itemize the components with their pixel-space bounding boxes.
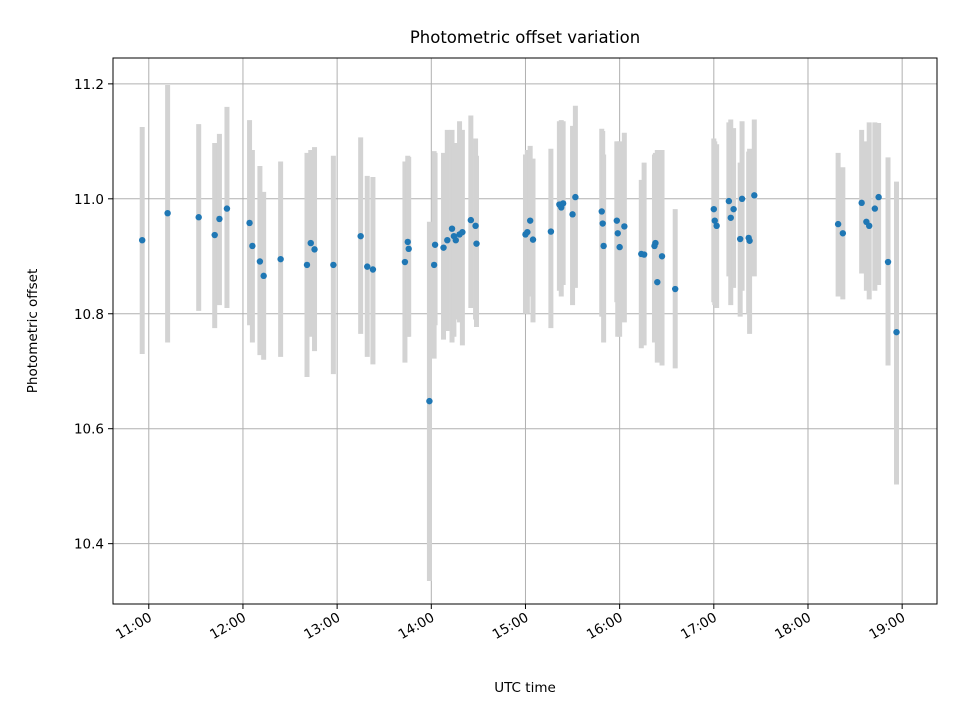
data-point: [452, 236, 459, 244]
y-tick-label: 11.0: [74, 192, 104, 208]
y-tick-label: 10.4: [74, 537, 104, 553]
data-point: [672, 285, 679, 293]
data-point: [725, 197, 733, 205]
data-point: [524, 228, 531, 236]
data-point: [431, 241, 439, 248]
data-point: [164, 209, 171, 217]
data-point: [260, 272, 267, 280]
x-axis-label: UTC time: [494, 680, 556, 696]
data-points: [138, 192, 900, 405]
y-axis-label: Photometric offset: [25, 269, 41, 393]
data-point: [526, 217, 534, 224]
data-point: [448, 225, 456, 232]
data-point: [865, 222, 873, 230]
data-point: [303, 261, 311, 269]
data-point: [256, 258, 264, 265]
data-point: [311, 246, 318, 253]
data-point: [711, 217, 718, 224]
y-axis-ticks: 10.4 10.6 10.8 11.0 11.2: [74, 77, 113, 553]
data-point: [834, 220, 842, 228]
data-point: [875, 193, 882, 201]
data-point: [430, 261, 438, 269]
data-point: [138, 236, 146, 244]
data-point: [652, 239, 659, 247]
data-point: [277, 255, 284, 263]
data-point: [871, 205, 879, 212]
data-point: [223, 205, 231, 212]
data-point: [858, 199, 865, 207]
data-point: [472, 222, 479, 230]
data-point: [547, 228, 555, 235]
data-point: [658, 253, 666, 260]
data-point: [730, 205, 737, 213]
y-tick-label: 10.6: [74, 422, 104, 438]
data-point: [249, 242, 256, 250]
data-point: [195, 214, 202, 221]
data-point: [307, 239, 314, 247]
data-point: [569, 211, 576, 218]
data-point: [640, 251, 648, 258]
data-point: [529, 236, 537, 243]
data-point: [404, 238, 411, 246]
data-point: [616, 243, 623, 251]
data-point: [459, 228, 466, 236]
data-point: [751, 192, 758, 199]
data-point: [246, 219, 253, 227]
y-tick-label: 10.8: [74, 307, 104, 323]
data-point: [598, 208, 605, 215]
data-point: [559, 200, 567, 207]
data-point: [614, 230, 621, 237]
data-point: [654, 278, 661, 286]
data-point: [440, 244, 447, 251]
data-point: [713, 222, 720, 230]
data-point: [746, 237, 753, 244]
y-tick-label: 11.2: [74, 77, 104, 93]
data-point: [893, 328, 900, 336]
data-point: [710, 205, 718, 213]
data-point: [600, 242, 607, 250]
grid: [113, 58, 937, 604]
data-point: [369, 266, 377, 273]
data-point: [613, 217, 621, 224]
data-point: [467, 216, 475, 224]
data-point: [738, 195, 746, 203]
data-point: [216, 215, 223, 223]
data-point: [572, 193, 579, 201]
data-point: [405, 245, 412, 253]
data-point: [727, 214, 734, 221]
data-point: [839, 230, 847, 237]
data-point: [599, 220, 606, 227]
data-point: [621, 223, 628, 230]
data-point: [473, 240, 480, 247]
data-point: [211, 231, 218, 239]
data-point: [426, 397, 433, 405]
chart-title: Photometric offset variation: [410, 28, 640, 47]
data-point: [330, 261, 337, 269]
data-point: [444, 236, 451, 244]
data-point: [357, 232, 364, 240]
data-point: [884, 258, 892, 266]
data-point: [736, 235, 744, 243]
data-point: [401, 258, 409, 266]
data-point: [364, 263, 371, 270]
